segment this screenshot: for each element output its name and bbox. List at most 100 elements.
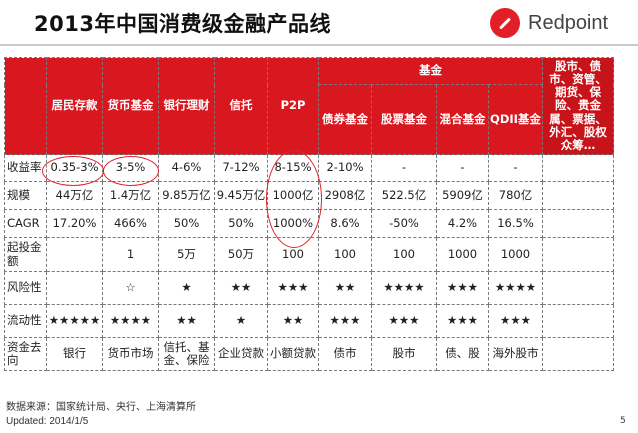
cell: - (371, 154, 437, 182)
cell: ★★★ (318, 304, 372, 338)
logo-text: Redpoint (528, 11, 609, 34)
cell: - (488, 154, 543, 182)
row-label: CAGR (4, 209, 47, 238)
row-yield: 收益率 0.35-3% 3-5% 4-6% 7-12% 8-15% 2-10% … (4, 154, 614, 182)
corner-cell (4, 57, 47, 155)
page-title: 2013年中国消费级金融产品线 (34, 12, 331, 36)
cell: ★★ (214, 271, 268, 305)
cell: ★★★ (267, 271, 319, 305)
cell: 小额贷款 (267, 337, 319, 371)
header-other-markets: 股市、债市、资管、期货、保险、贵金属、票据、外汇、股权众筹… (542, 57, 614, 155)
cell: 522.5亿 (371, 181, 437, 210)
cell: 466% (102, 209, 159, 238)
cell: ★★★★ (488, 271, 543, 305)
cell: 4-6% (158, 154, 215, 182)
cell: 企业贷款 (214, 337, 268, 371)
redpoint-logo-icon (490, 8, 520, 38)
cell-empty (542, 304, 614, 338)
cell: 50万 (214, 237, 268, 272)
row-label: 风险性 (4, 271, 47, 305)
row-label: 资金去向 (4, 337, 47, 371)
cell: 债、股 (436, 337, 489, 371)
header-qdii-fund: QDII基金 (488, 84, 543, 155)
data-source-note: 数据来源：国家统计局、央行、上海清算所 (6, 402, 196, 413)
cell: ★ (158, 271, 215, 305)
cell: 债市 (318, 337, 372, 371)
cell: ★★ (318, 271, 372, 305)
cell: ★★ (158, 304, 215, 338)
cell: 17.20% (46, 209, 103, 238)
cell: ★★★ (436, 271, 489, 305)
cell-empty (542, 209, 614, 238)
cell-empty (542, 154, 614, 182)
row-liquidity: 流动性 ★★★★★ ★★★★ ★★ ★ ★★ ★★★ ★★★ ★★★ ★★★ (4, 304, 614, 338)
cell: 银行 (46, 337, 103, 371)
row-label: 收益率 (4, 154, 47, 182)
row-cagr: CAGR 17.20% 466% 50% 50% 1000% 8.6% -50%… (4, 209, 614, 238)
product-table: 居民存款 货币基金 银行理财 信托 P2P 基金 股市、债市、资管、期货、保险、… (4, 57, 614, 371)
header-fund-group: 基金 (318, 57, 543, 85)
cell: ★★★ (371, 304, 437, 338)
cell: 海外股市 (488, 337, 543, 371)
cell: 5909亿 (436, 181, 489, 210)
cell (46, 237, 103, 272)
cell: 8.6% (318, 209, 372, 238)
header-deposits: 居民存款 (46, 57, 103, 155)
cell: 16.5% (488, 209, 543, 238)
row-scale: 规模 44万亿 1.4万亿 9.85万亿 9.45万亿 1000亿 2908亿 … (4, 181, 614, 210)
cell-empty (542, 237, 614, 272)
cell: ★★ (267, 304, 319, 338)
cell: 2-10% (318, 154, 372, 182)
cell: -50% (371, 209, 437, 238)
cell: 7-12% (214, 154, 268, 182)
row-label: 规模 (4, 181, 47, 210)
cell: 100 (371, 237, 437, 272)
row-label: 流动性 (4, 304, 47, 338)
cell: ★★★ (436, 304, 489, 338)
title-divider (0, 44, 638, 46)
cell: - (436, 154, 489, 182)
cell: 货币市场 (102, 337, 159, 371)
cell: 1000% (267, 209, 319, 238)
cell: ☆ (102, 271, 159, 305)
cell: 4.2% (436, 209, 489, 238)
cell: 1000 (488, 237, 543, 272)
header-bank-wealth: 银行理财 (158, 57, 215, 155)
row-risk: 风险性 ☆ ★ ★★ ★★★ ★★ ★★★★ ★★★ ★★★★ (4, 271, 614, 305)
cell (46, 271, 103, 305)
cell: 3-5% (102, 154, 159, 182)
cell-empty (542, 271, 614, 305)
cell: 50% (214, 209, 268, 238)
cell: 2908亿 (318, 181, 372, 210)
cell: 100 (267, 237, 319, 272)
cell: 9.85万亿 (158, 181, 215, 210)
row-min-investment: 起投金额 1 5万 50万 100 100 100 1000 1000 (4, 237, 614, 272)
cell: 50% (158, 209, 215, 238)
cell: 100 (318, 237, 372, 272)
cell: 0.35-3% (46, 154, 103, 182)
cell: 780亿 (488, 181, 543, 210)
cell: 5万 (158, 237, 215, 272)
cell: 信托、基金、保险 (158, 337, 215, 371)
cell: 股市 (371, 337, 437, 371)
row-label: 起投金额 (4, 237, 47, 272)
cell: 8-15% (267, 154, 319, 182)
cell: ★★★★ (102, 304, 159, 338)
cell: ★★★★★ (46, 304, 103, 338)
cell: 1.4万亿 (102, 181, 159, 210)
cell: 1 (102, 237, 159, 272)
cell: 1000亿 (267, 181, 319, 210)
row-fund-flow: 资金去向 银行 货币市场 信托、基金、保险 企业贷款 小额贷款 债市 股市 债、… (4, 337, 614, 371)
cell: ★ (214, 304, 268, 338)
redpoint-logo: Redpoint (490, 6, 608, 40)
header-p2p: P2P (267, 57, 319, 155)
cell: 1000 (436, 237, 489, 272)
header-trust: 信托 (214, 57, 268, 155)
updated-date: Updated: 2014/1/5 (6, 416, 89, 427)
header-stock-fund: 股票基金 (371, 84, 437, 155)
page-number: 5 (620, 416, 626, 426)
cell: ★★★★ (371, 271, 437, 305)
header-mixed-fund: 混合基金 (436, 84, 489, 155)
cell-empty (542, 181, 614, 210)
header-money-fund: 货币基金 (102, 57, 159, 155)
